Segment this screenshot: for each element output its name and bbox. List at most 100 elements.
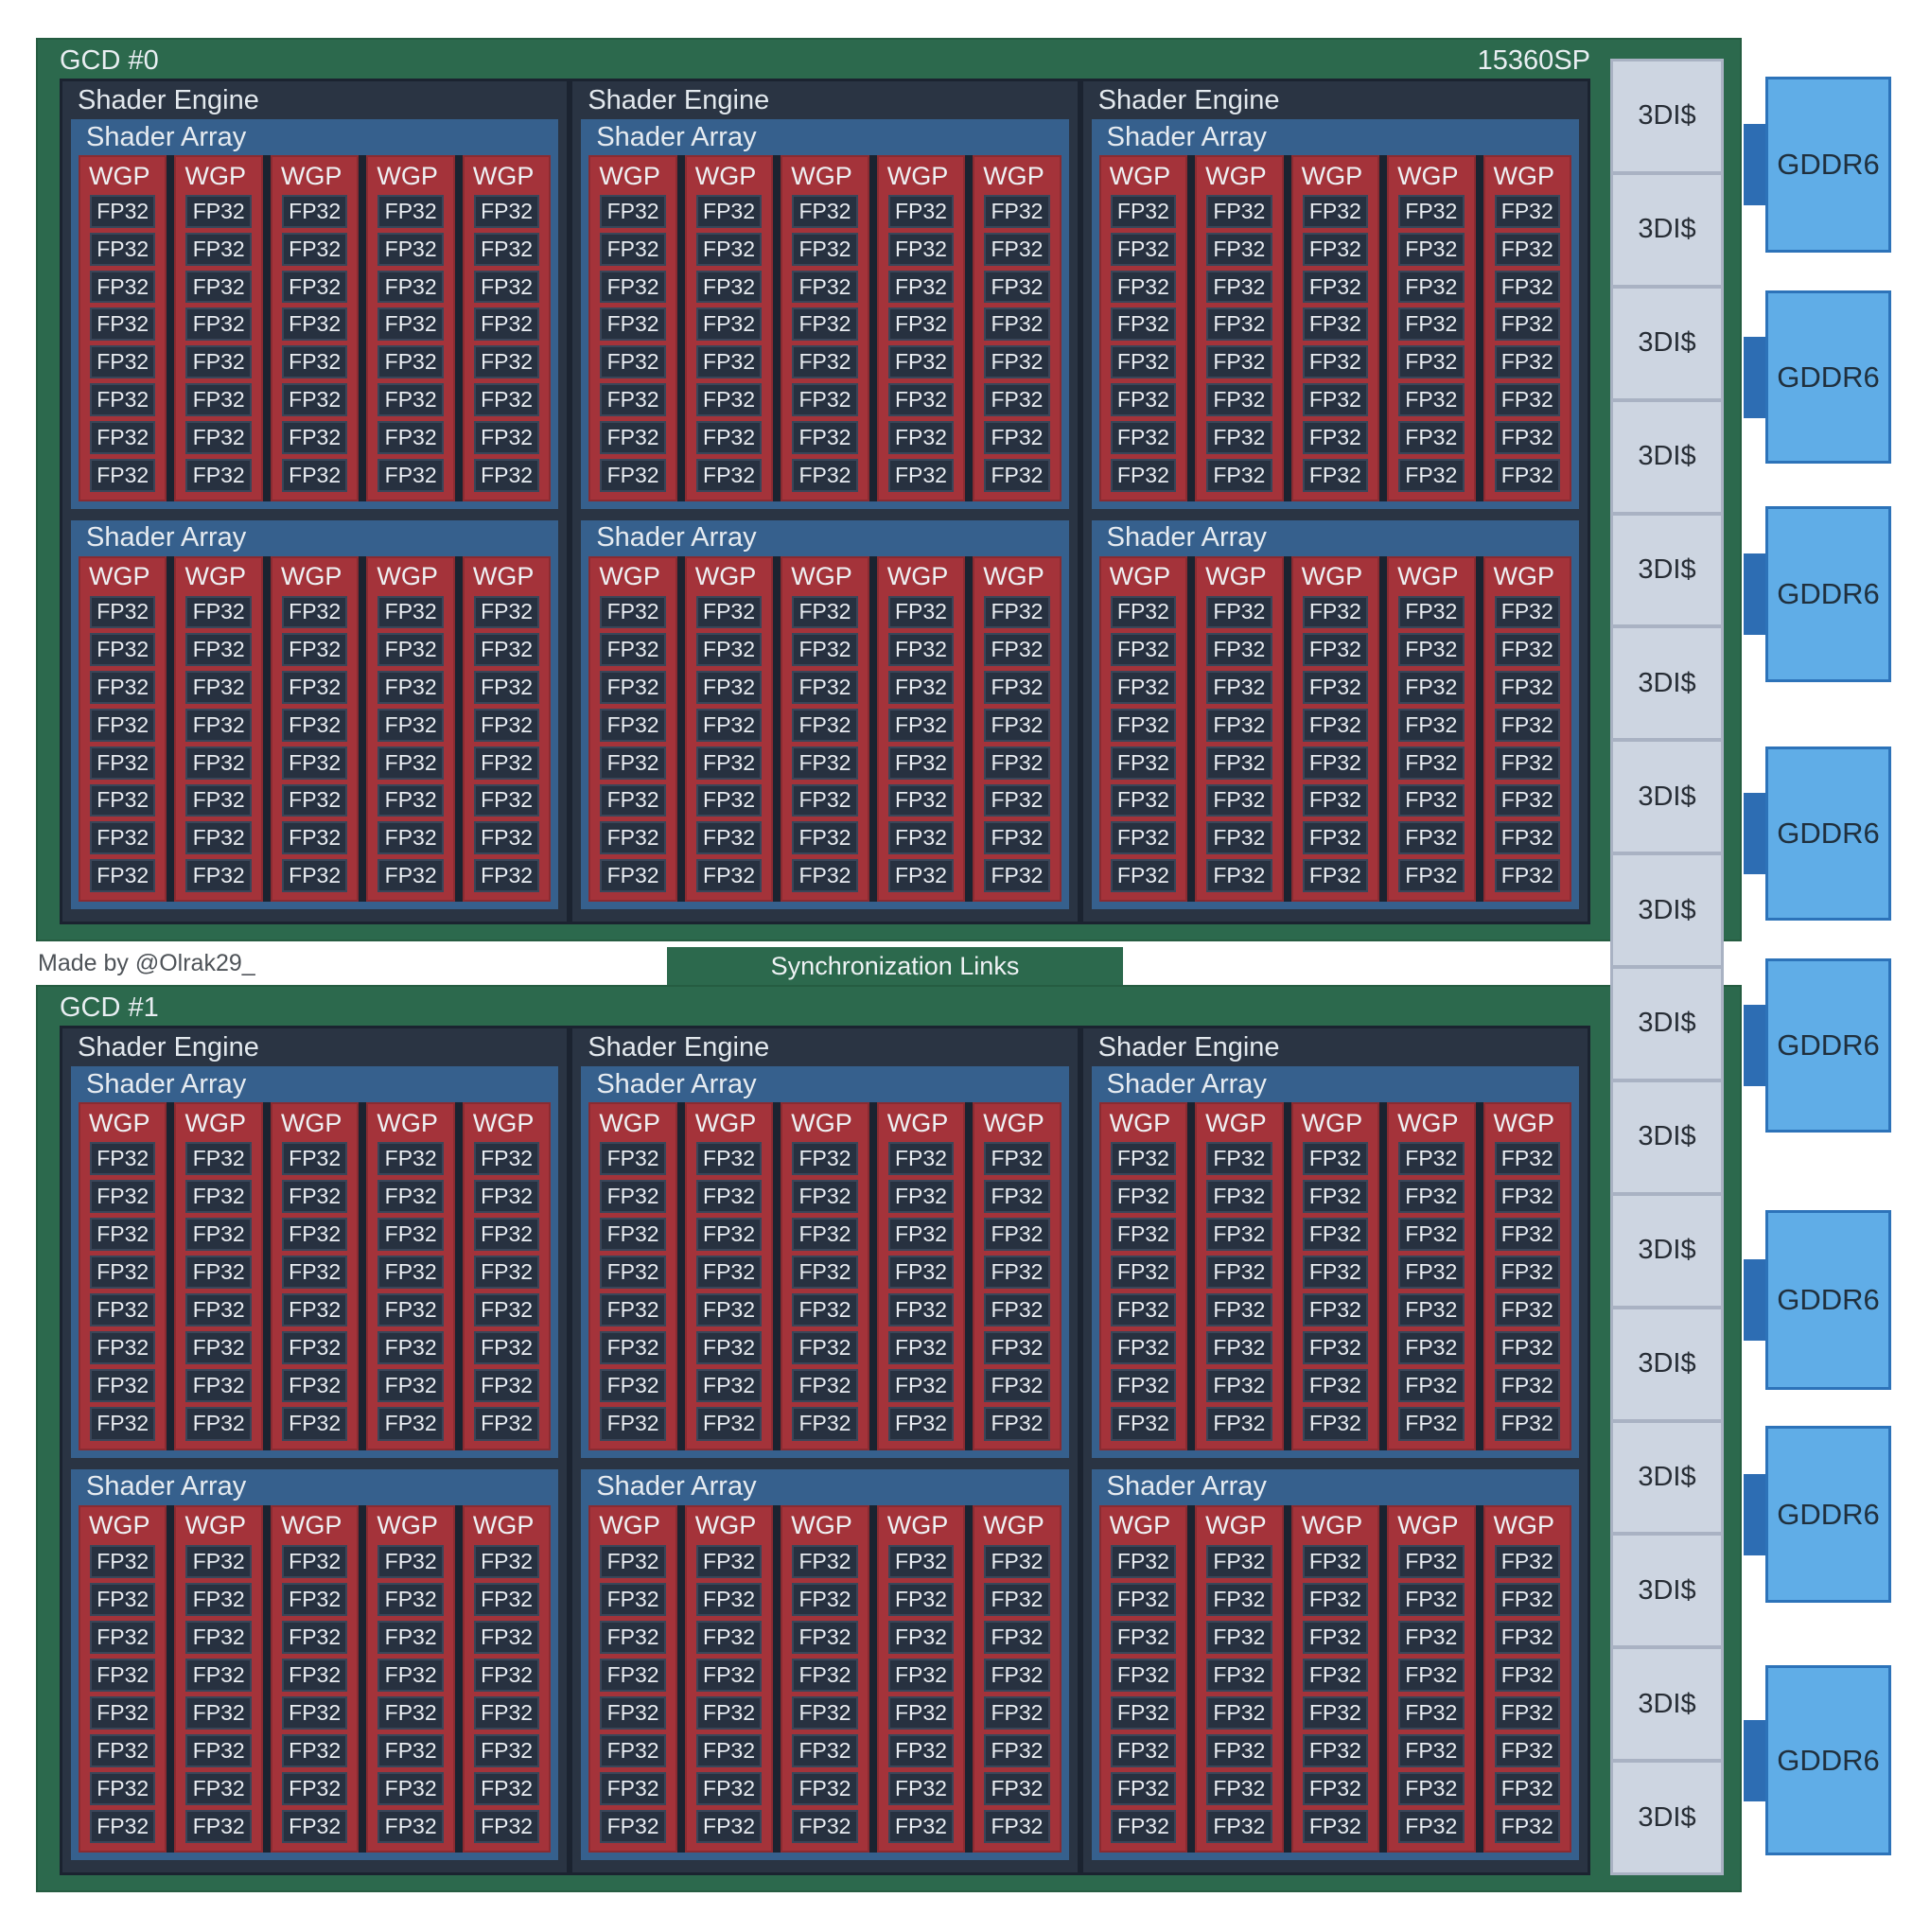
fp32-cell: FP32 <box>1398 383 1465 416</box>
fp32-cell: FP32 <box>600 270 666 304</box>
fp32-cell: FP32 <box>1494 1733 1560 1767</box>
wgp-box: WGP FP32 FP32 FP32 FP32 FP32 FP32 FP32 FP32 <box>174 1102 263 1450</box>
cache-cell: 3DI$ <box>1613 1422 1721 1533</box>
fp32-cell: FP32 <box>377 195 444 228</box>
fp32-cell: FP32 <box>473 1771 540 1805</box>
fp32-cell: FP32 <box>792 1180 858 1214</box>
fp32-cell: FP32 <box>473 1218 540 1252</box>
fp32-cell: FP32 <box>695 1331 763 1365</box>
fp32-stack: FP32 FP32 FP32 FP32 FP32 FP32 FP32 FP32 <box>90 1544 156 1843</box>
wgp-label: WGP <box>184 1108 246 1137</box>
fp32-stack: FP32 FP32 FP32 FP32 FP32 FP32 FP32 FP32 <box>1302 195 1369 492</box>
fp32-cell: FP32 <box>1398 1180 1465 1214</box>
fp32-cell: FP32 <box>473 1142 540 1176</box>
wgp-box: WGP FP32 FP32 FP32 FP32 FP32 FP32 FP32 FP32 <box>781 555 869 902</box>
fp32-cell: FP32 <box>1110 1620 1177 1654</box>
cache-cell: 3DI$ <box>1613 1081 1721 1192</box>
wgp-label: WGP <box>472 161 535 190</box>
fp32-stack: FP32 FP32 FP32 FP32 FP32 FP32 FP32 FP32 <box>1494 595 1560 892</box>
fp32-cell: FP32 <box>695 859 763 892</box>
fp32-cell: FP32 <box>377 671 444 704</box>
fp32-cell: FP32 <box>695 1620 763 1654</box>
shader-array-box: Shader Array WGP FP32 FP32 FP32 FP32 FP32 FP32 F… <box>581 119 1069 509</box>
fp32-cell: FP32 <box>600 1733 666 1767</box>
shader-engine-box: Shader Engine Shader Array WGP FP32 FP32 FP32… <box>60 79 570 924</box>
fp32-cell: FP32 <box>600 1142 666 1176</box>
fp32-stack: FP32 FP32 FP32 FP32 FP32 FP32 FP32 FP32 <box>473 1544 540 1843</box>
fp32-cell: FP32 <box>792 708 858 742</box>
fp32-cell: FP32 <box>90 307 156 342</box>
fp32-cell: FP32 <box>600 1293 666 1327</box>
fp32-cell: FP32 <box>1494 307 1560 342</box>
fp32-cell: FP32 <box>1302 821 1369 855</box>
fp32-cell: FP32 <box>90 232 156 266</box>
fp32-cell: FP32 <box>473 1407 540 1441</box>
wgp-row: WGP FP32 FP32 FP32 FP32 FP32 FP32 FP32 FP32 WGP FP… <box>79 1102 552 1450</box>
wgp-label: WGP <box>791 1511 852 1539</box>
fp32-cell: FP32 <box>1110 1293 1177 1327</box>
fp32-stack: FP32 FP32 FP32 FP32 FP32 FP32 FP32 FP32 <box>600 1544 666 1843</box>
fp32-cell: FP32 <box>600 633 666 667</box>
fp32-cell: FP32 <box>281 1771 348 1805</box>
fp32-cell: FP32 <box>1206 458 1272 492</box>
shader-array-box: Shader Array WGP FP32 FP32 FP32 FP32 FP32 FP32 F… <box>71 1066 559 1458</box>
fp32-cell: FP32 <box>1494 1544 1560 1578</box>
fp32-cell: FP32 <box>1398 1218 1465 1252</box>
wgp-box: WGP FP32 FP32 FP32 FP32 FP32 FP32 FP32 FP32 <box>1483 155 1571 501</box>
fp32-cell: FP32 <box>887 1771 955 1805</box>
wgp-row: WGP FP32 FP32 FP32 FP32 FP32 FP32 FP32 FP32 WGP FP… <box>1098 1504 1571 1853</box>
wgp-label: WGP <box>1493 562 1555 590</box>
fp32-cell: FP32 <box>1398 633 1465 667</box>
fp32-cell: FP32 <box>600 1771 666 1805</box>
fp32-cell: FP32 <box>185 383 252 416</box>
wgp-box: WGP FP32 FP32 FP32 FP32 FP32 FP32 FP32 FP32 <box>1195 1102 1284 1450</box>
fp32-cell: FP32 <box>377 232 444 266</box>
fp32-cell: FP32 <box>473 420 540 454</box>
wgp-label: WGP <box>1301 1108 1363 1137</box>
fp32-cell: FP32 <box>984 1256 1050 1290</box>
fp32-cell: FP32 <box>90 1256 156 1290</box>
fp32-stack: FP32 FP32 FP32 FP32 FP32 FP32 FP32 FP32 <box>600 1142 666 1441</box>
fp32-cell: FP32 <box>1206 270 1272 304</box>
cache-cell: 3DI$ <box>1613 855 1721 965</box>
fp32-stack: FP32 FP32 FP32 FP32 FP32 FP32 FP32 FP32 <box>695 1544 763 1843</box>
wgp-label: WGP <box>599 161 660 190</box>
fp32-cell: FP32 <box>600 1218 666 1252</box>
fp32-cell: FP32 <box>1494 1331 1560 1365</box>
shader-engine-label: Shader Engine <box>1097 1031 1280 1063</box>
fp32-cell: FP32 <box>887 232 955 266</box>
wgp-box: WGP FP32 FP32 FP32 FP32 FP32 FP32 FP32 FP32 <box>366 155 455 501</box>
fp32-cell: FP32 <box>1398 1544 1465 1578</box>
fp32-cell: FP32 <box>1398 1809 1465 1843</box>
wgp-label: WGP <box>1205 161 1267 190</box>
fp32-cell: FP32 <box>185 1180 252 1214</box>
fp32-cell: FP32 <box>1302 195 1369 228</box>
fp32-cell: FP32 <box>695 633 763 667</box>
fp32-cell: FP32 <box>377 1544 444 1578</box>
fp32-cell: FP32 <box>1110 671 1177 704</box>
wgp-label: WGP <box>377 562 438 590</box>
fp32-cell: FP32 <box>377 783 444 817</box>
shader-array-box: Shader Array WGP FP32 FP32 FP32 FP32 FP32 FP32 F… <box>1091 1066 1579 1458</box>
fp32-cell: FP32 <box>1302 1771 1369 1805</box>
fp32-cell: FP32 <box>377 633 444 667</box>
wgp-label: WGP <box>1205 1511 1267 1539</box>
shader-array-box: Shader Array WGP FP32 FP32 FP32 FP32 FP32 FP32 F… <box>71 119 559 509</box>
fp32-cell: FP32 <box>1494 1582 1560 1616</box>
fp32-cell: FP32 <box>1110 1142 1177 1176</box>
fp32-cell: FP32 <box>185 1658 252 1692</box>
fp32-cell: FP32 <box>1302 1658 1369 1692</box>
fp32-cell: FP32 <box>695 708 763 742</box>
wgp-label: WGP <box>1397 1511 1459 1539</box>
fp32-cell: FP32 <box>1494 420 1560 454</box>
fp32-cell: FP32 <box>792 1331 858 1365</box>
fp32-cell: FP32 <box>695 783 763 817</box>
wgp-label: WGP <box>1109 1511 1171 1539</box>
fp32-stack: FP32 FP32 FP32 FP32 FP32 FP32 FP32 FP32 <box>984 1142 1050 1441</box>
shader-array-box: Shader Array WGP FP32 FP32 FP32 FP32 FP32 FP32 F… <box>1091 119 1579 509</box>
fp32-cell: FP32 <box>1302 1218 1369 1252</box>
fp32-cell: FP32 <box>984 783 1050 817</box>
fp32-stack: FP32 FP32 FP32 FP32 FP32 FP32 FP32 FP32 <box>792 195 858 492</box>
fp32-cell: FP32 <box>1302 1809 1369 1843</box>
shader-engine-label: Shader Engine <box>1097 84 1280 115</box>
